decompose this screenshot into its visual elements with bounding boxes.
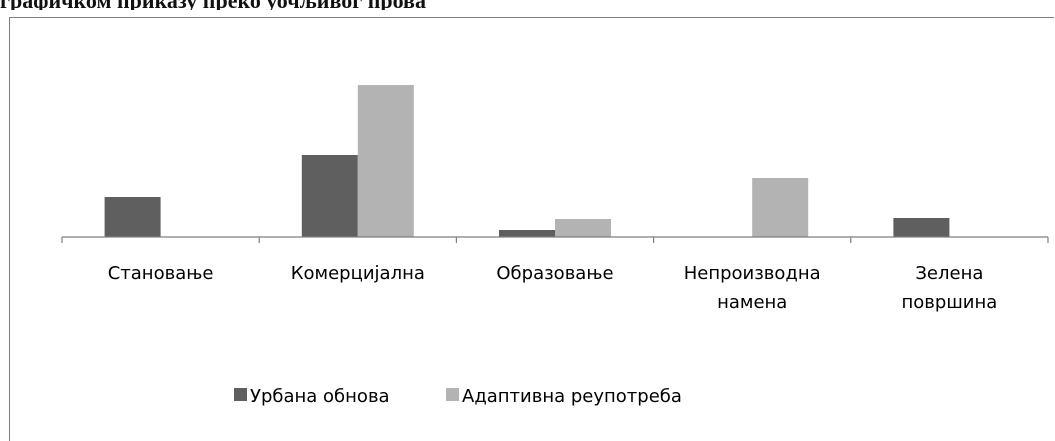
legend-swatch-0 — [234, 388, 247, 401]
x-tick-label-2: Образовање — [496, 263, 613, 284]
bar-adaptive-reuse-2 — [555, 219, 611, 237]
legend-label-1: Адаптивна реупотреба — [462, 386, 682, 407]
bar-urban-renewal-1 — [301, 155, 358, 237]
legend-label-0: Урбана обнова — [250, 386, 390, 407]
chart-frame — [9, 17, 1054, 441]
x-tick-label-0: Становање — [108, 263, 214, 284]
bar-urban-renewal-4 — [893, 218, 950, 237]
cropped-header-text: графичком приказу преко уочљивог прова — [0, 0, 1055, 10]
x-tick-label-4: Зелена површина — [902, 263, 998, 313]
x-tick-label-1: Комерцијална — [291, 263, 425, 284]
bar-urban-renewal-2 — [499, 230, 555, 237]
bar-urban-renewal-0 — [104, 197, 161, 237]
x-tick-label-3: Непроизводна намена — [684, 263, 821, 313]
bar-adaptive-reuse-1 — [357, 85, 414, 237]
legend-swatch-1 — [446, 388, 459, 401]
bar-adaptive-reuse-3 — [752, 178, 809, 237]
